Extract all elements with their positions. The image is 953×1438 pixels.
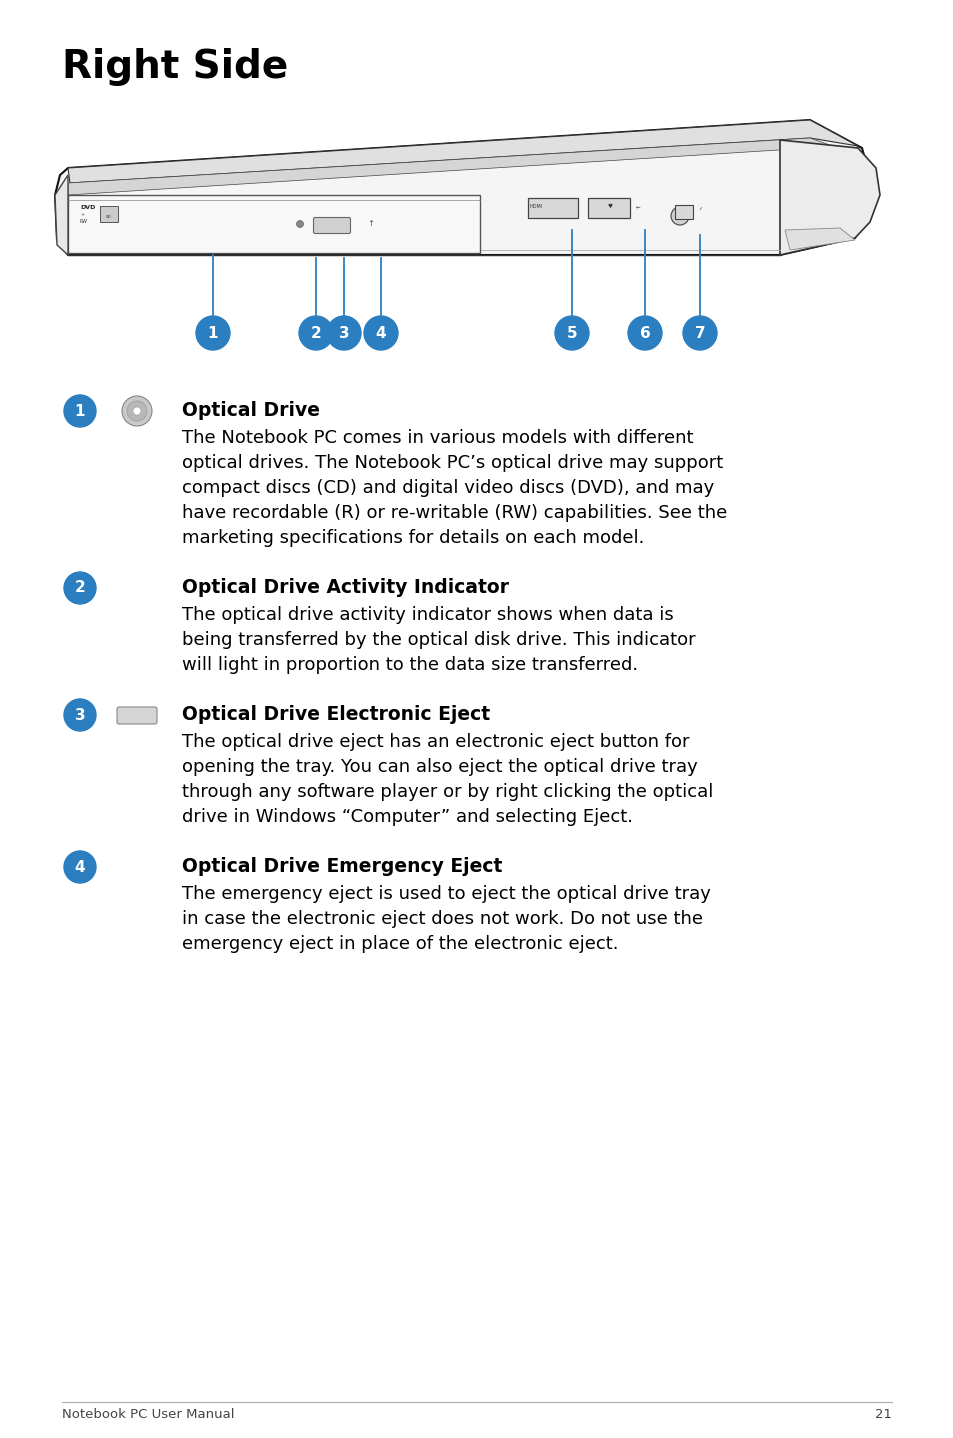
Text: in case the electronic eject does not work. Do not use the: in case the electronic eject does not wo… bbox=[182, 910, 702, 928]
Bar bbox=[527, 198, 578, 219]
Circle shape bbox=[64, 851, 96, 883]
Circle shape bbox=[64, 395, 96, 427]
Text: ®: ® bbox=[80, 213, 84, 217]
Text: Notebook PC User Manual: Notebook PC User Manual bbox=[62, 1408, 234, 1421]
Bar bbox=[100, 206, 118, 221]
Text: through any software player or by right clicking the optical: through any software player or by right … bbox=[182, 784, 713, 801]
Circle shape bbox=[64, 699, 96, 731]
Text: RW: RW bbox=[80, 219, 88, 224]
Text: optical drives. The Notebook PC’s optical drive may support: optical drives. The Notebook PC’s optica… bbox=[182, 454, 722, 472]
Text: Optical Drive: Optical Drive bbox=[182, 401, 319, 420]
Polygon shape bbox=[780, 139, 879, 255]
Text: 1: 1 bbox=[74, 404, 85, 418]
FancyBboxPatch shape bbox=[117, 707, 157, 723]
Text: emergency eject in place of the electronic eject.: emergency eject in place of the electron… bbox=[182, 935, 618, 953]
Circle shape bbox=[555, 316, 588, 349]
Text: Right Side: Right Side bbox=[62, 47, 288, 86]
Text: Optical Drive Activity Indicator: Optical Drive Activity Indicator bbox=[182, 578, 509, 597]
Text: 2: 2 bbox=[311, 325, 321, 341]
Text: have recordable (R) or re-writable (RW) capabilities. See the: have recordable (R) or re-writable (RW) … bbox=[182, 503, 726, 522]
Polygon shape bbox=[55, 175, 68, 255]
Text: HDMI: HDMI bbox=[530, 204, 542, 209]
Text: 4: 4 bbox=[375, 325, 386, 341]
Text: will light in proportion to the data size transferred.: will light in proportion to the data siz… bbox=[182, 656, 638, 674]
Circle shape bbox=[327, 316, 360, 349]
Text: 21: 21 bbox=[874, 1408, 891, 1421]
Bar bbox=[587, 198, 629, 219]
Polygon shape bbox=[784, 229, 854, 250]
FancyBboxPatch shape bbox=[314, 217, 350, 233]
Bar bbox=[675, 206, 692, 219]
Circle shape bbox=[296, 220, 303, 227]
Circle shape bbox=[64, 572, 96, 604]
Circle shape bbox=[364, 316, 397, 349]
Circle shape bbox=[670, 207, 688, 224]
Text: ✓: ✓ bbox=[698, 206, 701, 210]
Text: 3: 3 bbox=[74, 707, 85, 722]
Text: 6: 6 bbox=[639, 325, 650, 341]
Polygon shape bbox=[68, 138, 857, 196]
Circle shape bbox=[127, 401, 147, 421]
Text: The optical drive eject has an electronic eject button for: The optical drive eject has an electroni… bbox=[182, 733, 689, 751]
Text: 1: 1 bbox=[208, 325, 218, 341]
Polygon shape bbox=[68, 196, 479, 253]
Text: The emergency eject is used to eject the optical drive tray: The emergency eject is used to eject the… bbox=[182, 884, 710, 903]
Text: DVD: DVD bbox=[80, 206, 95, 210]
Text: The optical drive activity indicator shows when data is: The optical drive activity indicator sho… bbox=[182, 605, 673, 624]
Text: The Notebook PC comes in various models with different: The Notebook PC comes in various models … bbox=[182, 429, 693, 447]
Circle shape bbox=[195, 316, 230, 349]
Text: Optical Drive Electronic Eject: Optical Drive Electronic Eject bbox=[182, 705, 490, 723]
Text: Optical Drive Emergency Eject: Optical Drive Emergency Eject bbox=[182, 857, 502, 876]
Text: SD: SD bbox=[106, 216, 112, 219]
Circle shape bbox=[627, 316, 661, 349]
Text: ←: ← bbox=[635, 204, 639, 209]
Circle shape bbox=[682, 316, 717, 349]
Text: opening the tray. You can also eject the optical drive tray: opening the tray. You can also eject the… bbox=[182, 758, 697, 777]
Text: ♥: ♥ bbox=[607, 204, 612, 209]
Text: 2: 2 bbox=[74, 581, 85, 595]
Text: 3: 3 bbox=[338, 325, 349, 341]
Text: compact discs (CD) and digital video discs (DVD), and may: compact discs (CD) and digital video dis… bbox=[182, 479, 714, 498]
Text: being transferred by the optical disk drive. This indicator: being transferred by the optical disk dr… bbox=[182, 631, 695, 649]
Polygon shape bbox=[55, 119, 874, 255]
Circle shape bbox=[298, 316, 333, 349]
Text: marketing specifications for details on each model.: marketing specifications for details on … bbox=[182, 529, 643, 546]
Text: 7: 7 bbox=[694, 325, 704, 341]
Circle shape bbox=[132, 407, 141, 416]
Text: 5: 5 bbox=[566, 325, 577, 341]
Circle shape bbox=[122, 395, 152, 426]
Text: 4: 4 bbox=[74, 860, 85, 874]
Polygon shape bbox=[68, 119, 857, 183]
Text: drive in Windows “Computer” and selecting Eject.: drive in Windows “Computer” and selectin… bbox=[182, 808, 633, 825]
Text: ↑: ↑ bbox=[367, 220, 375, 229]
